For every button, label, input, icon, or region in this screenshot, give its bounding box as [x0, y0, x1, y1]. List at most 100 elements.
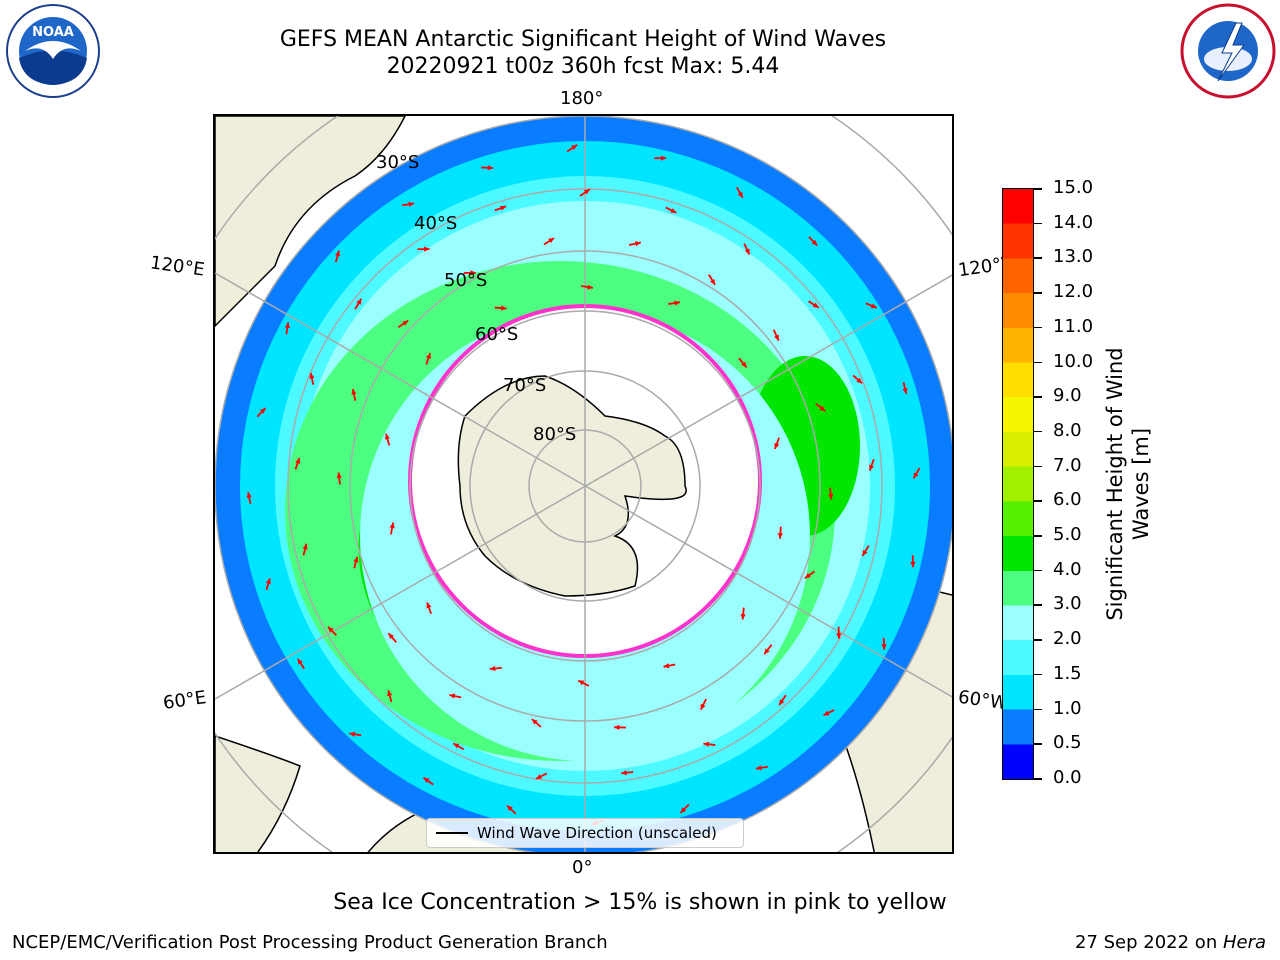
- map-legend: Wind Wave Direction (unscaled): [426, 818, 744, 848]
- wind-arrow-head: [741, 361, 747, 368]
- wind-arrow-head: [327, 626, 334, 633]
- wind-arrow-head: [902, 387, 908, 394]
- lon-label-120e: 120°E: [148, 252, 206, 281]
- colorbar-tick-label: 2.0: [1053, 628, 1082, 650]
- lat-label-60s: 60°S: [475, 324, 519, 345]
- colorbar-tick-label: 12.0: [1053, 281, 1094, 303]
- colorbar-tickmark: [1034, 222, 1042, 225]
- colorbar-tick-label: 6.0: [1053, 489, 1082, 511]
- wind-arrow-head: [536, 774, 543, 779]
- wind-arrow-head: [356, 298, 362, 305]
- lat-label-50s: 50°S: [444, 270, 488, 291]
- colorbar-tickmark: [1034, 743, 1042, 745]
- wind-arrow-head: [774, 442, 780, 449]
- colorbar-tick-label: 0.5: [1053, 732, 1082, 754]
- wind-arrow-head: [265, 578, 271, 585]
- wind-arrow-head: [387, 690, 393, 697]
- wind-arrow-head: [349, 731, 355, 737]
- wind-arrow-head: [295, 457, 301, 464]
- wind-arrow-head: [703, 741, 710, 747]
- colorbar-tickmark: [1034, 396, 1042, 398]
- wind-arrow-head: [777, 533, 783, 539]
- lon-label-60e: 60°E: [161, 687, 208, 714]
- chart-title: GEFS MEAN Antarctic Significant Height o…: [279, 27, 887, 52]
- wind-arrow-head: [737, 191, 743, 198]
- wind-arrow-head: [856, 377, 863, 384]
- colorbar-tick-label: 1.5: [1053, 662, 1082, 684]
- lat-label-70s: 70°S: [503, 375, 547, 396]
- colorbar-tick-label: 4.0: [1053, 558, 1082, 580]
- wind-arrow-head: [425, 353, 431, 360]
- colorbar-tick-label: 7.0: [1053, 454, 1082, 476]
- wind-arrow-head: [302, 543, 308, 550]
- colorbar-tick-label: 14.0: [1053, 211, 1094, 233]
- wind-arrow-head: [740, 613, 746, 620]
- colorbar-tick-label: 9.0: [1053, 385, 1082, 407]
- colorbar-tick-label: 11.0: [1053, 315, 1094, 337]
- colorbar-tick-label: 0.0: [1053, 767, 1082, 788]
- noaa-logo-text: NOAA: [32, 25, 74, 40]
- wind-arrow-head: [680, 807, 687, 814]
- wind-arrow-head: [507, 805, 513, 812]
- wind-arrow-head: [578, 680, 585, 686]
- wind-arrow-head: [819, 405, 826, 412]
- wind-arrow-head: [870, 303, 877, 309]
- colorbar-tickmark: [1034, 778, 1042, 780]
- colorbar-tick-label: 1.0: [1053, 697, 1082, 719]
- colorbar-tickmark: [1034, 604, 1042, 606]
- colorbar-tickmark: [1034, 535, 1042, 537]
- wind-arrow-head: [755, 765, 762, 771]
- wind-arrow-head: [259, 407, 266, 414]
- colorbar: [1002, 188, 1034, 780]
- colorbar-tickmark: [1034, 673, 1042, 676]
- wind-arrow-head: [408, 201, 415, 207]
- wind-arrow-head: [804, 572, 811, 579]
- wind-arrow-head: [548, 237, 555, 244]
- colorbar-tickmark: [1034, 257, 1042, 259]
- antarctica-land: [457, 375, 687, 597]
- wind-arrow-head: [500, 205, 507, 211]
- wind-arrow-head: [487, 165, 494, 171]
- footer-date: 27 Sep 2022 on Hera: [1075, 932, 1266, 953]
- legend-line-swatch: [436, 832, 468, 834]
- graticule: [215, 116, 952, 852]
- colorbar-tick-label: 8.0: [1053, 419, 1082, 441]
- wind-arrow-head: [700, 703, 706, 710]
- chart-subtitle: 20220921 t00z 360h fcst Max: 5.44: [386, 54, 780, 79]
- wind-arrow-head: [453, 743, 460, 749]
- wind-arrow-head: [774, 334, 779, 341]
- sea-ice-note: Sea Ice Concentration > 15% is shown in …: [333, 890, 947, 915]
- wind-arrow-head: [823, 710, 830, 716]
- map-frame: [213, 114, 954, 854]
- colorbar-tickmark: [1034, 292, 1042, 294]
- wind-arrow-head: [862, 549, 868, 556]
- lat-label-80s: 80°S: [533, 424, 577, 445]
- wind-arrow-head: [613, 724, 620, 731]
- wind-arrow-head: [744, 248, 750, 255]
- wind-arrow-head: [531, 719, 538, 725]
- colorbar-tickmark: [1034, 430, 1042, 433]
- colorbar-label: Significant Height of Wind Waves [m]: [1103, 347, 1153, 621]
- colorbar-tickmark: [1034, 708, 1042, 711]
- footer-date-text: 27 Sep 2022 on: [1075, 932, 1223, 953]
- colorbar-tick-label: 5.0: [1053, 524, 1082, 546]
- nws-logo: [1180, 3, 1276, 99]
- wind-arrow-head: [388, 633, 394, 640]
- wind-arrow-head: [660, 155, 667, 161]
- lon-label-180: 180°: [560, 88, 604, 109]
- wind-arrow-head: [587, 284, 593, 290]
- colorbar-tickmark: [1034, 188, 1042, 190]
- wind-arrow-head: [402, 320, 409, 326]
- wind-arrow-head: [779, 699, 785, 706]
- wind-arrow-head: [470, 270, 476, 276]
- wind-arrow-head: [353, 556, 359, 563]
- colorbar-tick-label: 10.0: [1053, 350, 1094, 372]
- wave-height-field: [215, 116, 952, 852]
- wind-arrow-head: [710, 278, 716, 285]
- wind-arrow-head: [384, 433, 390, 440]
- polar-map: [215, 116, 952, 852]
- legend-label: Wind Wave Direction (unscaled): [477, 824, 717, 842]
- wind-arrow-head: [335, 250, 341, 257]
- wind-arrow-head: [881, 644, 887, 650]
- wind-arrow-head: [812, 302, 819, 308]
